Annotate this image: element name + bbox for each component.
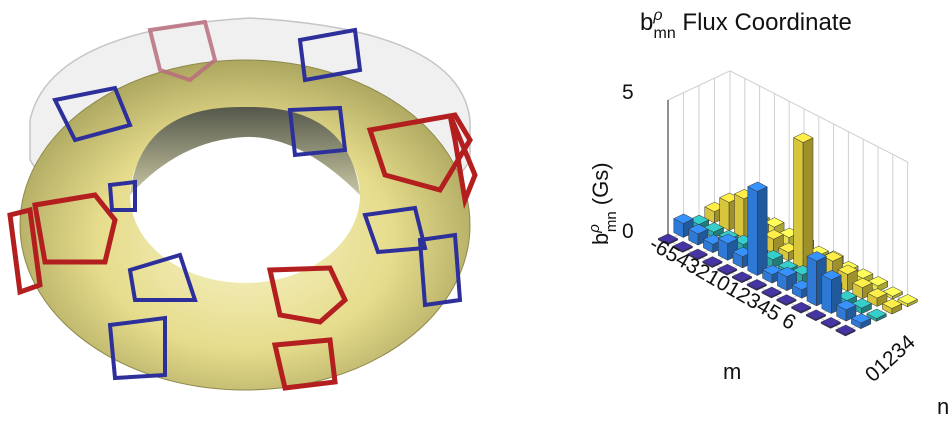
- flux-coordinate-chart: bρ mn Flux Coordinate bρmn (Gs) 5 0 -6543…: [560, 0, 951, 419]
- bar-n0-m4: [805, 309, 827, 322]
- bar-n0-m2: [776, 294, 797, 307]
- bar-n1-m-1: [747, 181, 768, 276]
- z-tick-5: 5: [622, 81, 634, 104]
- bar-n0-m0: [746, 279, 768, 291]
- chart-title-rest: Flux Coordinate: [676, 9, 852, 36]
- bar-n0-m5: [820, 317, 842, 329]
- bar-n0-m-2: [716, 263, 738, 276]
- bar-n1-m3: [806, 251, 827, 307]
- bar-n1-m6: [850, 313, 872, 330]
- bar-n0-m6: [835, 324, 856, 337]
- z-tick-0: 0: [622, 220, 634, 243]
- bar-n0-m-3: [702, 256, 723, 269]
- bar-n0-m3: [790, 301, 812, 314]
- blue-coils: [52, 27, 463, 381]
- bar-n3-m0: [793, 132, 814, 269]
- bar-n2-m6: [866, 308, 887, 322]
- torus-inner-wall: [130, 106, 360, 195]
- bars-group: [657, 132, 918, 337]
- bar-n0-m-1: [731, 271, 753, 284]
- z-axis-label-main: b: [588, 233, 613, 245]
- torus-coil-illustration: [7, 17, 478, 391]
- bar-n0-m-5: [672, 241, 694, 253]
- torus-coil-drawing: [7, 17, 478, 391]
- chart-title-sub: mn: [654, 25, 676, 42]
- n-tick-labels: 01234: [861, 330, 920, 386]
- grid-line-z: [729, 70, 908, 163]
- chart-title-sup: ρ: [652, 7, 662, 24]
- bar-n4-m6: [897, 294, 918, 308]
- y-axis-label: n: [937, 394, 949, 419]
- bar3d-chart-svg: bρ mn Flux Coordinate bρmn (Gs) 5 0 -6543…: [586, 7, 949, 419]
- bar-n4-m5: [882, 286, 904, 300]
- bar-n1-m-3: [717, 233, 739, 261]
- bar-n0-m-6: [657, 233, 679, 246]
- z-axis-label-rest: (Gs): [588, 162, 613, 211]
- chart-title: bρ mn Flux Coordinate: [640, 7, 852, 42]
- z-axis-label-sub: mn: [603, 211, 620, 232]
- bar-n0-m1: [761, 286, 782, 299]
- grid-line-z: [667, 70, 731, 101]
- chart-title-main: b: [640, 9, 653, 36]
- red-coils: [7, 112, 478, 391]
- z-axis-label: bρmn (Gs): [586, 162, 620, 245]
- bar-n0-m-4: [687, 248, 708, 261]
- bar-n3-m6: [881, 298, 903, 315]
- bar-n3-m-1: [778, 242, 799, 262]
- x-axis-label: m: [723, 359, 741, 384]
- z-axis-label-sup: ρ: [586, 224, 603, 234]
- bar-n2-m5: [851, 298, 873, 315]
